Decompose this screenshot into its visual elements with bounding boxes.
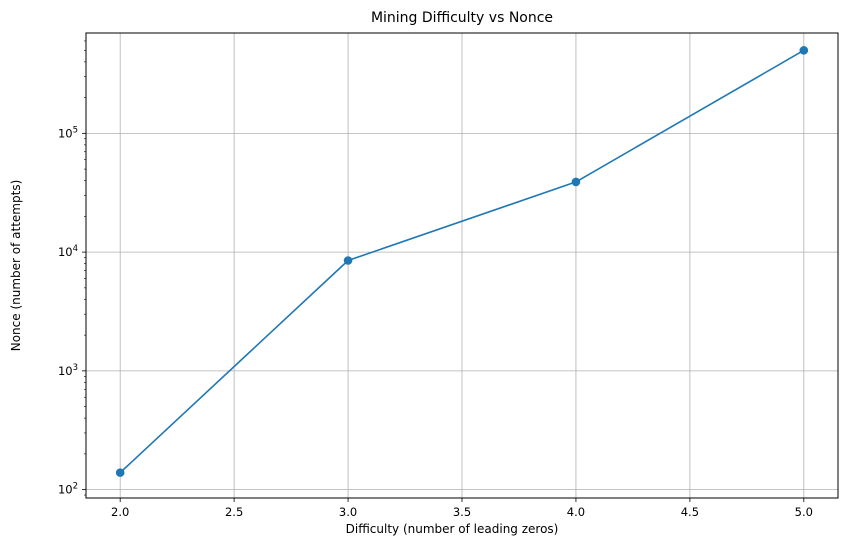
data-point bbox=[343, 256, 353, 265]
ticks: 2.0 2.5 3.0 3.5 4.0 4.5 5.0 102 103 104 105 bbox=[58, 40, 813, 519]
y-axis-title: Nonce (number of attempts) bbox=[9, 180, 23, 352]
chart-title: Mining Difficulty vs Nonce bbox=[371, 10, 553, 26]
x-tick-label: 2.5 bbox=[225, 505, 243, 519]
x-tick-label: 4.0 bbox=[567, 505, 585, 519]
y-tick-label: 104 bbox=[58, 244, 78, 259]
data-point bbox=[571, 177, 581, 187]
data-point bbox=[115, 468, 125, 477]
y-tick-label: 103 bbox=[58, 363, 78, 378]
x-axis-title: Difficulty (number of leading zeros) bbox=[346, 522, 559, 536]
x-tick-label: 2.0 bbox=[111, 505, 129, 519]
x-tick-label: 5.0 bbox=[795, 505, 813, 519]
grid bbox=[86, 33, 838, 498]
x-tick-label: 3.5 bbox=[453, 505, 471, 519]
data-point bbox=[799, 46, 809, 55]
x-tick-label: 3.0 bbox=[339, 505, 357, 519]
series-layer bbox=[115, 46, 809, 477]
y-tick-label: 105 bbox=[58, 125, 78, 140]
y-tick-label: 102 bbox=[58, 482, 78, 497]
series-line bbox=[119, 49, 805, 474]
x-tick-label: 4.5 bbox=[681, 505, 699, 519]
